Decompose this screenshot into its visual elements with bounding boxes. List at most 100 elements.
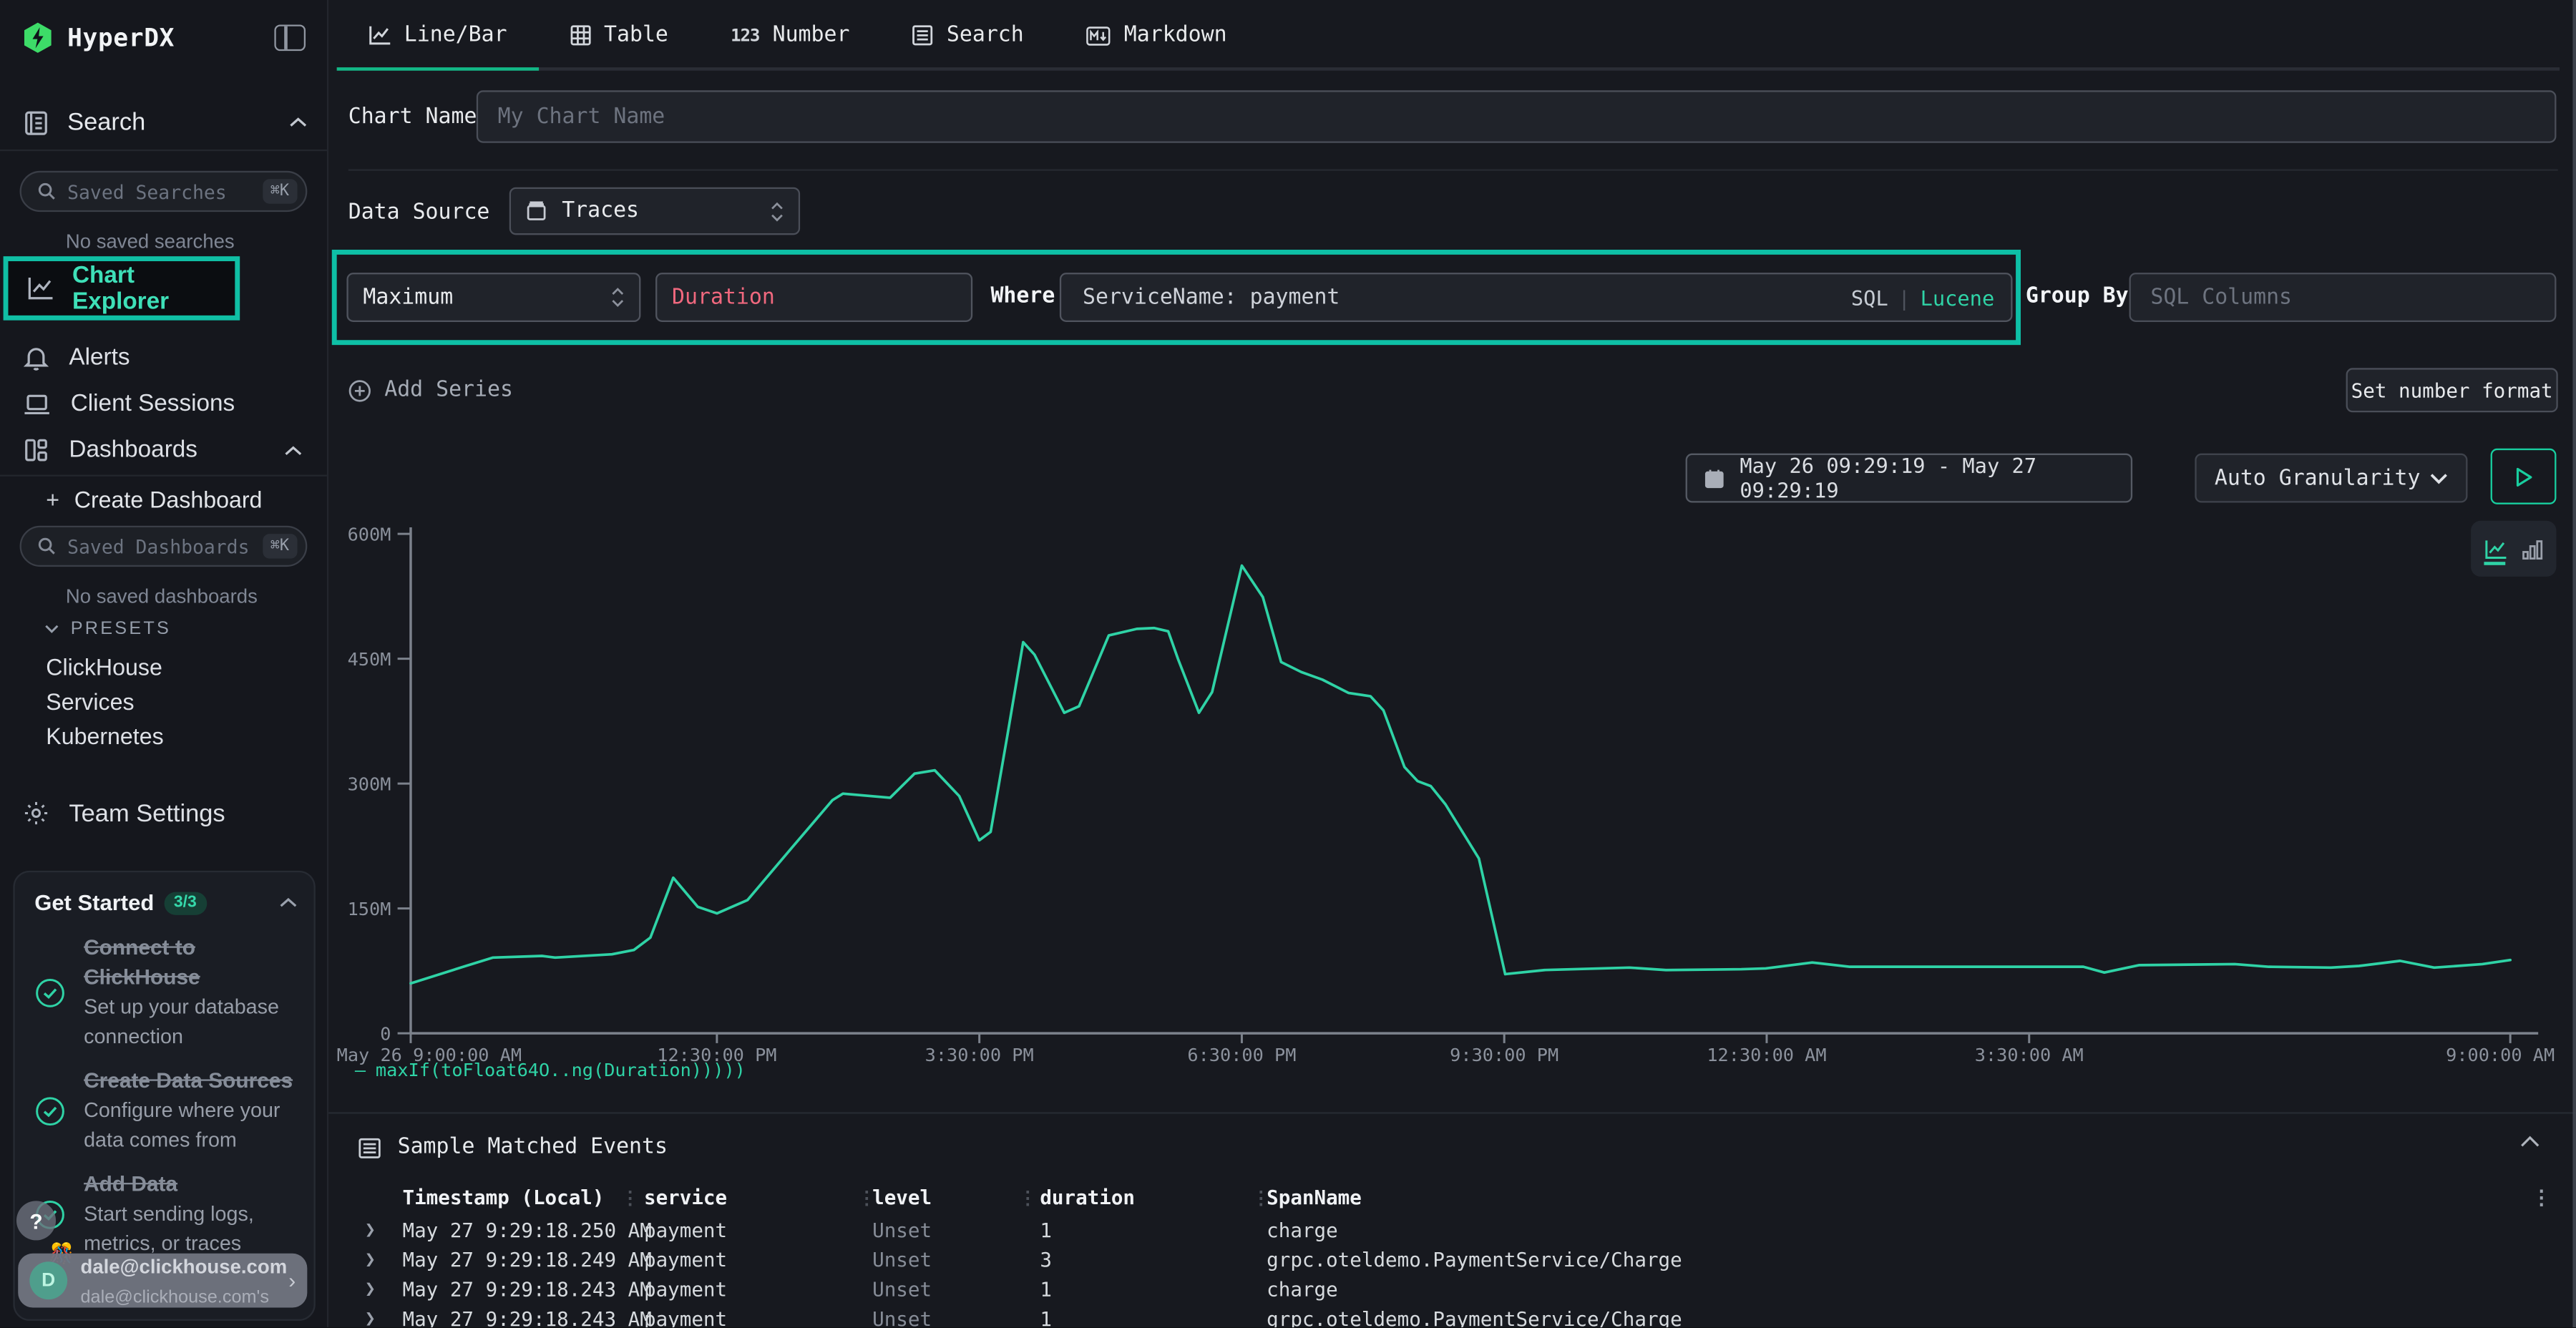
expand-chevron-icon[interactable]: ❯ — [364, 1278, 376, 1300]
events-table-header: Timestamp (Local) ⋮ service ⋮ level ⋮ du… — [328, 1186, 2576, 1216]
presets-toggle[interactable]: PRESETS — [44, 620, 171, 639]
tab-number[interactable]: 123 Number — [700, 0, 882, 71]
column-header-service[interactable]: service — [644, 1186, 728, 1209]
cell-timestamp: May 27 9:29:18.243 AM — [402, 1307, 652, 1328]
checklist-item-sources[interactable]: Create Data Sources Configure where your… — [15, 1051, 314, 1155]
bar-chart-type-icon[interactable] — [2522, 538, 2543, 560]
cell-spanname: charge — [1267, 1219, 1338, 1242]
event-row[interactable]: ❯ May 27 9:29:18.243 AM payment Unset 1 … — [328, 1278, 2576, 1307]
chart-legend[interactable]: — maxIf(toFloat64O..ng(Duration))))) — [355, 1060, 746, 1081]
line-chart[interactable]: 0 150M 300M 450M 600M May 26 9:00:00 AM 12:30:… — [328, 517, 2576, 1066]
set-number-format-button[interactable]: Set number format — [2346, 368, 2558, 413]
table-list-icon — [358, 1136, 381, 1159]
sidebar: HyperDX Search ⌘K No saved searches Char… — [0, 0, 329, 1328]
granularity-select[interactable]: Auto Granularity — [2195, 453, 2468, 503]
tab-search[interactable]: Search — [881, 0, 1055, 71]
scrollbar[interactable] — [2572, 0, 2576, 1328]
saved-dashboards-input[interactable] — [67, 534, 251, 558]
alerts-label: Alerts — [69, 345, 130, 371]
checklist-item-add-data[interactable]: Add Data Start sending logs, metrics, or… — [15, 1155, 314, 1259]
chart-type-toggle — [2471, 520, 2557, 577]
chart-name-input[interactable] — [476, 90, 2557, 143]
cell-service: payment — [644, 1307, 728, 1328]
svg-text:6:30:00 PM: 6:30:00 PM — [1187, 1045, 1296, 1065]
where-input[interactable]: ServiceName: payment SQL | Lucene — [1059, 273, 2013, 323]
help-button[interactable]: ? — [16, 1201, 57, 1241]
kebab-menu-icon[interactable]: ⋮ — [2532, 1186, 2552, 1209]
circle-plus-icon — [348, 379, 371, 401]
column-handle-icon[interactable]: ⋮ — [620, 1187, 640, 1209]
run-query-button[interactable] — [2490, 448, 2557, 504]
shortcut-badge: ⌘K — [262, 179, 298, 204]
column-header-duration[interactable]: duration — [1040, 1186, 1136, 1209]
field-input[interactable]: Duration — [655, 273, 973, 323]
add-series-label: Add Series — [384, 378, 513, 403]
event-row[interactable]: ❯ May 27 9:29:18.243 AM payment Unset 1 … — [328, 1308, 2576, 1328]
sidebar-item-dashboards[interactable]: Dashboards — [0, 427, 328, 473]
create-dashboard-button[interactable]: + Create Dashboard — [46, 487, 262, 513]
saved-searches-search[interactable]: ⌘K — [19, 170, 308, 213]
column-handle-icon[interactable]: ⋮ — [857, 1187, 876, 1209]
aggregation-select[interactable]: Maximum — [346, 273, 641, 323]
sidebar-item-client-sessions[interactable]: Client Sessions — [0, 381, 328, 427]
preset-clickhouse[interactable]: ClickHouse — [46, 653, 162, 680]
divider — [328, 1112, 2576, 1114]
dashboards-label: Dashboards — [69, 436, 197, 464]
check-circle-icon — [34, 1095, 67, 1126]
data-source-select[interactable]: Traces — [509, 187, 801, 235]
chevron-up-icon[interactable] — [2520, 1135, 2540, 1148]
tab-line-bar[interactable]: Line/Bar — [336, 0, 539, 71]
line-chart-type-icon[interactable] — [2484, 538, 2507, 565]
preset-services[interactable]: Services — [46, 688, 135, 715]
get-started-title: Get Started — [34, 890, 155, 915]
svg-text:3:30:00 AM: 3:30:00 AM — [1975, 1045, 2084, 1065]
checklist-item-connect[interactable]: Connect to ClickHouse Set up your databa… — [15, 918, 314, 1051]
cell-service: payment — [644, 1219, 728, 1242]
avatar: D — [29, 1261, 68, 1300]
cell-duration: 1 — [1040, 1219, 1052, 1242]
checklist-desc: Configure where your data comes from — [84, 1098, 280, 1152]
sidebar-item-team-settings[interactable]: Team Settings — [0, 790, 328, 836]
sidebar-item-chart-explorer[interactable]: Chart Explorer — [3, 256, 240, 321]
column-header-level[interactable]: level — [872, 1186, 932, 1209]
column-handle-icon[interactable]: ⋮ — [1018, 1187, 1037, 1209]
saved-searches-input[interactable] — [67, 180, 251, 203]
lucene-mode-toggle[interactable]: Lucene — [1920, 285, 1995, 310]
chevron-up-icon[interactable] — [284, 444, 302, 456]
chevron-up-icon[interactable] — [279, 897, 297, 909]
sidebar-section-search[interactable]: Search — [23, 109, 307, 137]
get-started-panel: Get Started 3/3 Connect to ClickHouse Se… — [13, 870, 316, 1321]
preset-kubernetes[interactable]: Kubernetes — [46, 723, 164, 749]
tab-table[interactable]: Table — [538, 0, 699, 71]
group-by-input[interactable] — [2129, 273, 2557, 323]
svg-text:9:30:00 PM: 9:30:00 PM — [1450, 1045, 1558, 1065]
event-row[interactable]: ❯ May 27 9:29:18.249 AM payment Unset 3 … — [328, 1249, 2576, 1278]
user-email: dale@clickhouse.com — [80, 1254, 288, 1278]
add-series-button[interactable]: Add Series — [348, 378, 513, 403]
chevron-down-icon — [2430, 472, 2448, 484]
column-header-spanname[interactable]: SpanName — [1267, 1186, 1362, 1209]
sidebar-collapse-icon[interactable] — [274, 24, 306, 52]
sql-mode-toggle[interactable]: SQL — [1850, 285, 1888, 310]
column-handle-icon[interactable]: ⋮ — [1252, 1187, 1270, 1209]
expand-chevron-icon[interactable]: ❯ — [364, 1307, 376, 1328]
shortcut-badge: ⌘K — [262, 534, 298, 559]
tab-markdown[interactable]: Markdown — [1055, 0, 1258, 71]
saved-dashboards-search[interactable]: ⌘K — [19, 525, 308, 567]
user-menu[interactable]: D dale@clickhouse.com dale@clickhouse.co… — [18, 1253, 308, 1308]
where-label: Where — [990, 284, 1055, 309]
expand-chevron-icon[interactable]: ❯ — [364, 1219, 376, 1241]
chevron-up-icon[interactable] — [289, 117, 307, 128]
event-row[interactable]: ❯ May 27 9:29:18.250 AM payment Unset 1 … — [328, 1219, 2576, 1249]
sidebar-item-alerts[interactable]: Alerts — [0, 335, 328, 381]
sample-events-header[interactable]: Sample Matched Events — [358, 1135, 668, 1160]
date-range-picker[interactable]: May 26 09:29:19 - May 27 09:29:19 — [1685, 453, 2133, 503]
search-section-icon — [23, 109, 49, 136]
cell-service: payment — [644, 1248, 728, 1272]
column-header-timestamp[interactable]: Timestamp (Local) — [402, 1186, 605, 1209]
app-logo[interactable]: HyperDX — [21, 21, 175, 54]
cell-spanname: charge — [1267, 1278, 1338, 1302]
tab-label: Table — [604, 23, 668, 48]
expand-chevron-icon[interactable]: ❯ — [364, 1248, 376, 1270]
